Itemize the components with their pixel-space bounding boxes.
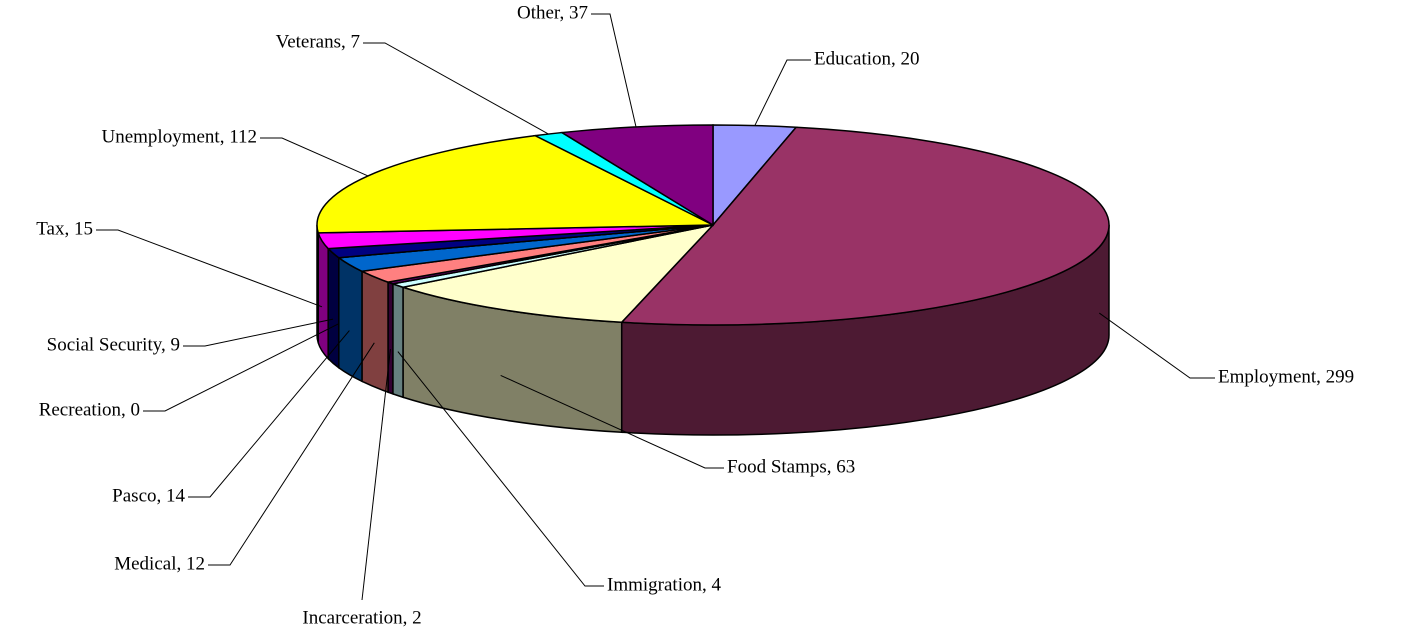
leader-line	[188, 330, 350, 498]
leader-line	[591, 13, 637, 128]
leader-line	[363, 42, 549, 135]
slice-side	[338, 256, 363, 383]
leader-line	[208, 342, 375, 566]
data-label: Incarceration, 2	[302, 607, 421, 628]
slice	[400, 223, 716, 324]
data-label: Pasco, 14	[112, 485, 185, 506]
data-label: Food Stamps, 63	[727, 456, 855, 477]
data-label: Education, 20	[814, 48, 920, 69]
data-label: Veterans, 7	[276, 31, 360, 52]
data-label: Medical, 12	[114, 553, 205, 574]
data-label: Immigration, 4	[607, 574, 721, 595]
slice-side	[317, 232, 329, 361]
leader-line	[500, 374, 724, 469]
data-label: Recreation, 0	[39, 399, 140, 420]
leader-line	[397, 351, 604, 587]
slice	[620, 126, 1110, 326]
slice-side	[392, 282, 404, 399]
leader-line	[754, 59, 811, 126]
leader-line	[361, 348, 391, 601]
data-label: Other, 37	[517, 2, 588, 23]
slice-side	[361, 270, 389, 394]
leader-line	[96, 229, 323, 308]
data-label: Tax, 15	[36, 218, 93, 239]
leader-line	[260, 137, 369, 177]
data-label: Unemployment, 112	[102, 126, 258, 147]
leader-line	[183, 318, 334, 347]
slice	[559, 124, 714, 227]
data-label: Social Security, 9	[47, 334, 180, 355]
leader-line	[143, 323, 340, 412]
data-label: Employment, 299	[1218, 366, 1354, 387]
slice-side	[316, 224, 319, 344]
slice	[316, 134, 714, 234]
leader-line	[1098, 312, 1215, 379]
